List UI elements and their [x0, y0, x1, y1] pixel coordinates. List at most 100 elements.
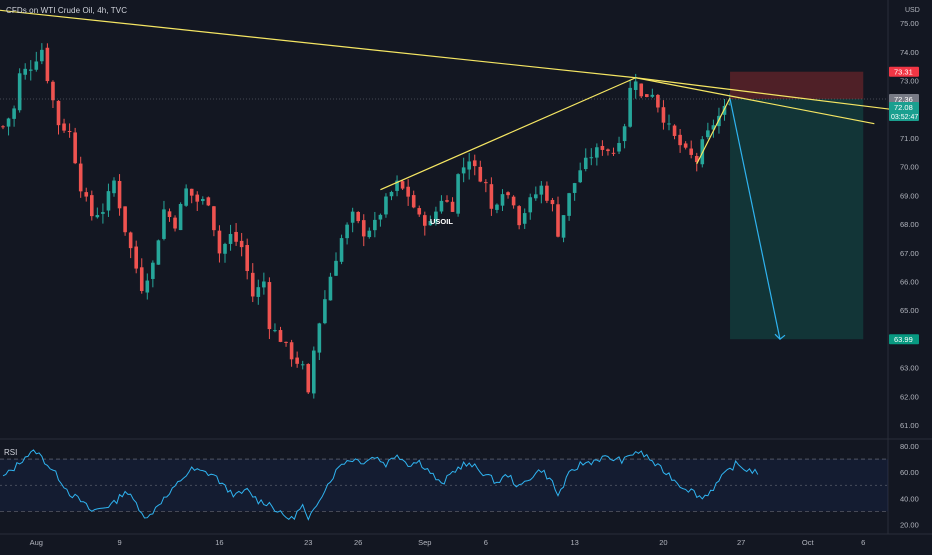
- rsi-tick-label: 40.00: [900, 494, 919, 503]
- rsi-tick-label: 20.00: [900, 520, 919, 529]
- rsi-band: [0, 459, 888, 512]
- candle: [167, 211, 172, 218]
- arrow-head: [774, 333, 786, 341]
- candle: [434, 211, 438, 223]
- rsi-tick-label: 60.00: [900, 468, 919, 477]
- candle: [617, 143, 621, 152]
- rsi-line: [2, 449, 759, 521]
- trendline: [635, 77, 875, 125]
- candle: [428, 220, 433, 226]
- candle: [339, 238, 344, 262]
- candle: [12, 108, 16, 119]
- y-tick-label: 66.00: [900, 278, 919, 287]
- y-tick-label: 74.00: [900, 48, 919, 57]
- y-tick-label: 71.00: [900, 134, 919, 143]
- candle: [106, 191, 111, 211]
- x-tick-label: Sep: [418, 538, 431, 547]
- candle: [217, 230, 222, 254]
- price-label-text: 72.08: [894, 103, 913, 112]
- currency-label: USD: [905, 7, 920, 14]
- y-tick-label: 70.00: [900, 163, 919, 172]
- candle: [517, 206, 521, 226]
- candle: [656, 94, 660, 108]
- candle: [589, 157, 594, 159]
- candle: [561, 215, 566, 238]
- candle: [234, 231, 238, 242]
- x-tick-label: Aug: [30, 538, 43, 547]
- trendline: [0, 9, 636, 79]
- candle: [34, 61, 39, 70]
- candle: [484, 182, 488, 184]
- candle: [173, 217, 177, 229]
- stop-loss-zone: [730, 71, 864, 99]
- candle: [284, 341, 288, 343]
- candle: [400, 181, 405, 189]
- candle: [395, 180, 399, 191]
- candle: [567, 193, 571, 216]
- candle: [28, 69, 33, 71]
- candle: [633, 81, 638, 90]
- candle: [17, 73, 22, 111]
- candle: [139, 267, 144, 292]
- candle: [689, 148, 693, 155]
- candle: [6, 118, 11, 127]
- trendline: [635, 77, 892, 110]
- y-tick-label: 63.00: [900, 364, 919, 373]
- candle: [162, 209, 166, 239]
- candle: [511, 196, 516, 206]
- candle: [694, 156, 699, 163]
- countdown-label: 03:52:47: [891, 114, 918, 121]
- candle: [56, 100, 61, 126]
- price-label-stop: [889, 66, 919, 77]
- candle: [306, 364, 311, 393]
- candle: [450, 201, 455, 212]
- candle: [250, 272, 255, 297]
- candle: [78, 163, 83, 192]
- candle: [411, 195, 416, 208]
- candle: [262, 281, 266, 288]
- candle: [328, 276, 333, 301]
- y-tick-label: 68.00: [900, 220, 919, 229]
- candle: [528, 197, 533, 213]
- candle: [128, 232, 133, 249]
- candle: [212, 206, 216, 231]
- candle: [134, 246, 138, 269]
- price-label-current: [889, 102, 919, 122]
- candle: [645, 94, 649, 98]
- candle: [367, 230, 372, 238]
- candle: [506, 192, 510, 196]
- candle: [117, 180, 122, 209]
- candle: [683, 143, 688, 148]
- candle: [317, 323, 322, 353]
- rsi-label: RSI: [4, 448, 18, 457]
- candle: [384, 196, 388, 215]
- candle: [711, 125, 716, 130]
- candle: [73, 132, 77, 164]
- y-tick-label: 73.00: [900, 77, 919, 86]
- candle: [151, 262, 155, 279]
- candle: [445, 200, 449, 202]
- candle: [239, 240, 244, 248]
- y-tick-label: 67.00: [900, 249, 919, 258]
- candle: [534, 194, 538, 199]
- symbol-marker: USOIL: [430, 217, 453, 226]
- candle: [478, 166, 483, 182]
- candles-group: [1, 43, 732, 399]
- candle: [1, 126, 5, 128]
- x-tick-label: 13: [570, 538, 578, 547]
- y-tick-label: 69.00: [900, 191, 919, 200]
- candle: [184, 188, 188, 206]
- candle: [489, 184, 494, 209]
- x-tick-label: 26: [354, 538, 362, 547]
- candle: [178, 203, 183, 231]
- candle: [45, 47, 50, 82]
- candle: [439, 200, 444, 212]
- price-label-text: 72.36: [894, 95, 913, 104]
- candle: [201, 198, 205, 202]
- x-tick-label: 23: [304, 538, 312, 547]
- x-tick-label: 16: [215, 538, 223, 547]
- candle: [300, 364, 305, 366]
- projection-arrow: [729, 98, 781, 340]
